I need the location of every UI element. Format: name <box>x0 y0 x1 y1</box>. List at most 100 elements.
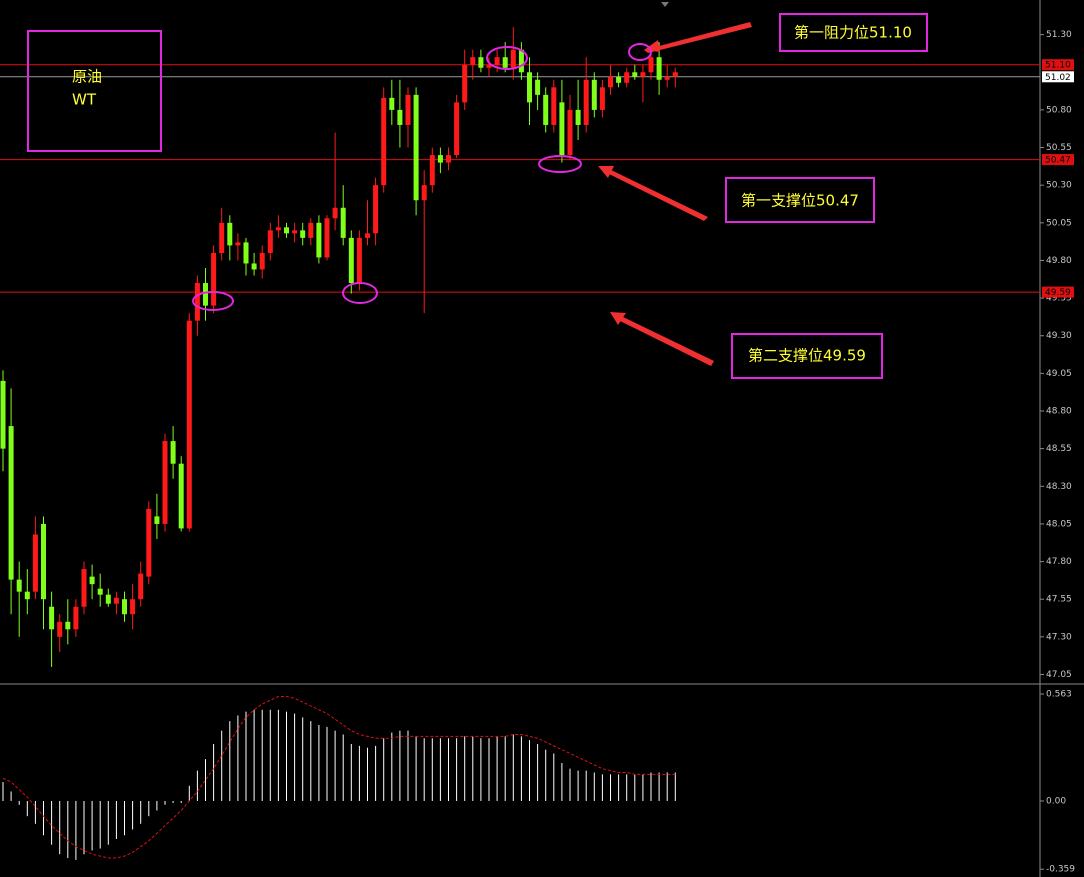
candle-body <box>316 222 322 258</box>
arrow <box>605 168 708 221</box>
candle-body <box>292 230 298 234</box>
candle-body <box>494 57 500 65</box>
candle-body <box>122 599 127 615</box>
candle-body <box>170 441 176 464</box>
y-tick-label: 0.563 <box>1046 689 1072 699</box>
candle-body <box>332 207 338 219</box>
candle-body <box>113 597 119 604</box>
y-tick-label: 48.80 <box>1046 407 1072 417</box>
annotation: 第一阻力位51.10 <box>644 13 928 53</box>
ellipse <box>538 155 582 173</box>
candle-body <box>146 508 152 577</box>
candle-body <box>437 155 443 163</box>
candle-body <box>65 621 71 630</box>
candle-body <box>130 599 136 615</box>
price-tag <box>1042 59 1074 71</box>
candle-body <box>308 222 314 238</box>
candle-body <box>575 109 581 125</box>
y-tick-label: 47.30 <box>1046 632 1072 642</box>
label-line: 原油 <box>72 68 102 86</box>
candle-body <box>365 233 370 238</box>
y-tick-label: 50.55 <box>1046 143 1072 153</box>
candle-body <box>543 94 549 125</box>
candle-body <box>502 57 508 68</box>
y-tick-label: 0.00 <box>1046 796 1066 806</box>
candle-body <box>640 72 646 77</box>
candle-body <box>300 230 306 238</box>
arrow <box>616 315 714 366</box>
candle-body <box>518 49 524 73</box>
candle-body <box>219 222 225 253</box>
box <box>779 13 928 52</box>
candle-body <box>211 252 217 306</box>
price-tag-label: 51.02 <box>1045 73 1071 83</box>
candle-body <box>648 57 654 73</box>
candle-body <box>32 534 38 592</box>
arrowhead <box>610 312 626 325</box>
candle-body <box>413 94 419 201</box>
label-line: WT <box>72 91 97 109</box>
arrowhead <box>644 40 660 52</box>
candle-body <box>559 102 565 156</box>
label-box: 原油 WT <box>27 30 162 152</box>
candle-body <box>97 588 103 595</box>
y-tick-label: 48.05 <box>1046 519 1072 529</box>
candle-body <box>203 283 208 306</box>
y-tick-label: 49.05 <box>1046 369 1072 379</box>
y-tick-label: 47.80 <box>1046 557 1072 567</box>
candle-body <box>429 155 435 186</box>
price-tag-label: 50.47 <box>1045 156 1071 166</box>
candle-body <box>275 227 281 231</box>
candle-body <box>259 252 265 270</box>
y-tick-label: 47.55 <box>1046 595 1072 605</box>
candle-body <box>348 237 354 284</box>
candle-body <box>186 320 192 529</box>
candle-body <box>356 237 362 284</box>
candle-body <box>624 72 630 83</box>
candle-body <box>324 218 330 258</box>
price-tag <box>1042 286 1074 298</box>
candle-body <box>89 576 95 585</box>
candle-body <box>527 72 532 103</box>
y-tick-label: 49.80 <box>1046 256 1072 266</box>
price-tag <box>1042 71 1074 83</box>
candle-body <box>551 87 557 125</box>
candle-body <box>510 49 516 68</box>
y-tick-label: 50.30 <box>1046 181 1072 191</box>
y-tick-label: 49.55 <box>1046 294 1072 304</box>
arrowhead <box>598 166 614 178</box>
candle-body <box>421 185 427 201</box>
candle-body <box>664 76 670 80</box>
candle-body <box>583 79 589 125</box>
highlight-circles <box>192 43 652 311</box>
candle-body <box>389 97 395 110</box>
price-tag <box>1042 154 1074 166</box>
candle-body <box>632 72 638 77</box>
candle-body <box>0 380 6 449</box>
candle-body <box>251 263 257 270</box>
candle-body <box>470 57 476 65</box>
annotation: 第一支撑位50.47 <box>598 166 875 223</box>
y-tick-label: 47.05 <box>1046 670 1072 680</box>
ellipse <box>342 282 378 304</box>
annotation-text: 第一阻力位51.10 <box>794 24 912 42</box>
candle-body <box>608 76 613 88</box>
candle-body <box>8 426 14 580</box>
y-tick-label: 50.80 <box>1046 105 1072 115</box>
candle-body <box>381 97 387 186</box>
candle-body <box>81 569 87 607</box>
candle-body <box>227 222 233 246</box>
box <box>725 177 875 223</box>
scroll-marker <box>661 2 669 7</box>
annotation-text: 第一支撑位50.47 <box>741 192 859 210</box>
candle-body <box>57 621 63 637</box>
y-tick-label: -0.359 <box>1046 865 1075 875</box>
candle-body <box>73 606 79 630</box>
candle-body <box>405 94 411 125</box>
candle-body <box>373 185 379 234</box>
candle-body <box>41 523 46 600</box>
annotation-text: 第二支撑位49.59 <box>748 347 866 365</box>
y-tick-label: 48.30 <box>1046 482 1072 492</box>
